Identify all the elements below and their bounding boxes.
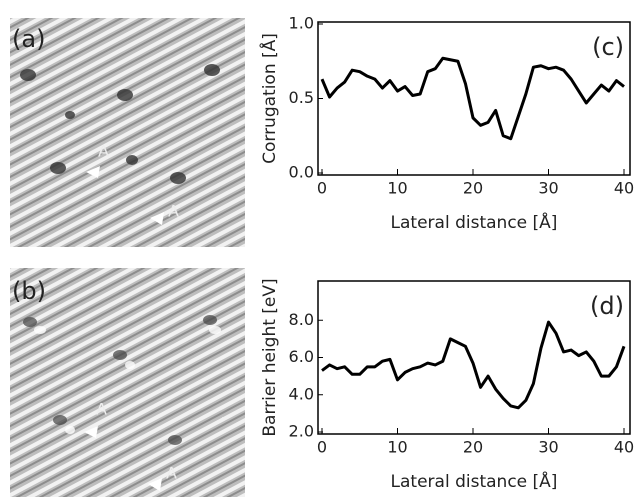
- y-tick-label: 8.0: [289, 310, 314, 329]
- plot-frame: [317, 280, 631, 435]
- defects: [23, 315, 217, 445]
- image-background: [10, 268, 245, 497]
- marker-arrow: [150, 212, 164, 225]
- marker-label: A: [96, 400, 107, 419]
- y-axis-label: Corrugation [Å]: [258, 33, 280, 164]
- stm-image-a: (a) A A′: [10, 18, 245, 247]
- x-tick-label: 10: [387, 179, 407, 198]
- image-label: (a): [12, 25, 45, 53]
- y-axis-label: Barrier height [eV]: [260, 278, 280, 436]
- stm-image-b: (b) A A′: [10, 268, 245, 497]
- x-tick-label: 10: [387, 438, 407, 457]
- marker-arrow: [148, 478, 162, 491]
- y-tick-label: 0.5: [289, 88, 314, 107]
- marker-label: A′: [166, 464, 181, 483]
- x-axis-label: Lateral distance [Å]: [391, 470, 558, 492]
- x-axis-label: Lateral distance [Å]: [391, 211, 558, 233]
- panel-label: (d): [590, 292, 624, 320]
- panel-label: (c): [592, 33, 624, 61]
- marker-label: A′: [168, 202, 183, 221]
- y-tick-label: 2.0: [289, 422, 314, 441]
- x-tick-label: 30: [538, 179, 558, 198]
- data-line: [320, 56, 625, 141]
- x-tick-label: 40: [614, 438, 634, 457]
- marker-label: A: [98, 142, 109, 161]
- marker-arrow: [86, 166, 100, 178]
- x-tick-label: 0: [317, 438, 327, 457]
- image-label: (b): [12, 277, 46, 305]
- y-tick-label: 0.0: [289, 163, 314, 182]
- marker-arrow: [84, 426, 98, 438]
- data-line: [321, 320, 626, 410]
- x-tick-label: 30: [538, 438, 558, 457]
- y-tick-label: 6.0: [289, 347, 314, 366]
- x-tick-label: 40: [614, 179, 634, 198]
- bright-spots: [34, 326, 221, 434]
- image-background: [10, 18, 245, 247]
- x-tick-label: 0: [317, 179, 327, 198]
- y-tick-label: 1.0: [289, 14, 314, 33]
- defects: [20, 64, 220, 184]
- y-tick-label: 4.0: [289, 384, 314, 403]
- x-tick-label: 20: [463, 179, 483, 198]
- x-tick-label: 20: [463, 438, 483, 457]
